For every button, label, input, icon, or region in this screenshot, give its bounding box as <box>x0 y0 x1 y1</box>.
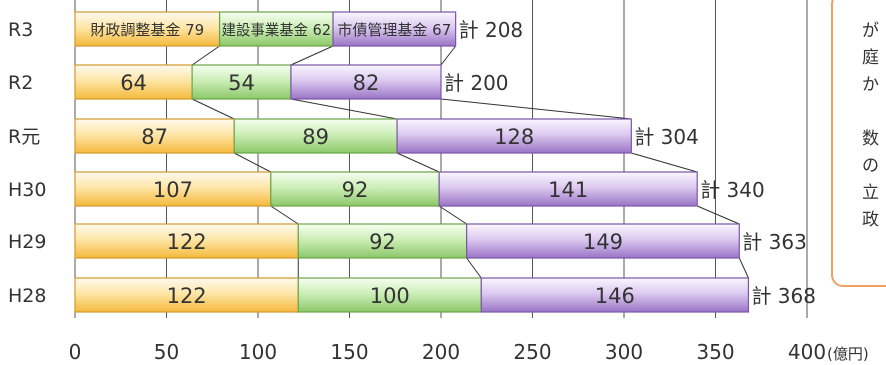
value-label: 122 <box>167 230 207 254</box>
x-tick-label: 350 <box>696 340 734 364</box>
connector-line <box>738 257 749 279</box>
total-label: 計 200 <box>444 71 509 95</box>
bars <box>74 11 750 313</box>
x-tick-label: 400 <box>788 340 826 364</box>
category-label: H28 <box>8 285 46 307</box>
value-label: 87 <box>141 125 168 149</box>
value-label: 100 <box>370 284 410 308</box>
grid-lines <box>74 0 808 318</box>
connector-line <box>466 257 482 279</box>
value-label: 54 <box>228 71 255 95</box>
x-tick-label: 0 <box>69 340 82 364</box>
bar-segment <box>466 223 740 259</box>
callout-box <box>831 0 886 287</box>
legend-label: 市債管理基金 67 <box>337 21 451 39</box>
bar-segment <box>480 277 750 313</box>
x-tick-label: 250 <box>513 340 551 364</box>
value-label: 64 <box>120 71 147 95</box>
value-label: 92 <box>342 178 369 202</box>
connector-line <box>270 205 299 225</box>
bar-segment <box>74 223 299 259</box>
connector-line <box>440 98 632 120</box>
connector-line <box>631 152 698 173</box>
x-tick-label: 100 <box>239 340 277 364</box>
bar-segment <box>74 64 193 100</box>
x-tick-label: 50 <box>154 340 179 364</box>
connector-line <box>396 152 440 173</box>
callout-text: が 庭 か 数 の 立 政 <box>862 21 879 230</box>
bar-segment <box>74 171 272 207</box>
connector-line <box>438 205 467 225</box>
category-label: H30 <box>8 179 46 201</box>
connector-line <box>191 98 235 120</box>
bar-segment <box>270 171 440 207</box>
category-label: R2 <box>8 72 33 94</box>
value-label: 146 <box>595 284 635 308</box>
labels: 0 50 100 150 200 250 300 350 400 (億円) R3 財政調整基金 79 建… <box>8 18 869 364</box>
total-label: 計 304 <box>634 125 699 149</box>
connector-lines <box>191 45 749 279</box>
bar-segment <box>297 277 482 313</box>
connector-line <box>191 45 220 66</box>
bar-segment <box>438 171 698 207</box>
value-label: 128 <box>494 125 534 149</box>
total-label: 計 368 <box>751 284 816 308</box>
value-label: 141 <box>548 178 588 202</box>
bar-segment <box>332 11 457 47</box>
bar-segment <box>74 118 235 154</box>
value-label: 122 <box>167 284 207 308</box>
connector-line <box>233 152 272 173</box>
category-label: R3 <box>8 19 33 41</box>
connector-line <box>440 45 457 66</box>
value-label: 149 <box>583 230 623 254</box>
value-label: 82 <box>353 71 380 95</box>
connector-line <box>697 205 740 225</box>
total-label: 計 363 <box>742 230 807 254</box>
value-label: 107 <box>153 178 193 202</box>
x-tick-label: 150 <box>330 340 368 364</box>
connector-line <box>290 98 398 120</box>
x-tick-label: 200 <box>422 340 460 364</box>
legend-label: 財政調整基金 79 <box>90 21 204 39</box>
bar-segment <box>290 64 442 100</box>
bar-segment <box>297 223 468 259</box>
total-label: 計 340 <box>700 178 765 202</box>
value-label: 89 <box>302 125 329 149</box>
legend-label: 建設事業基金 62 <box>222 21 331 39</box>
category-label: H29 <box>8 231 46 253</box>
bar-segment <box>218 11 334 47</box>
connector-line <box>290 45 334 66</box>
value-label: 92 <box>369 230 396 254</box>
bar-segment <box>74 277 299 313</box>
category-label: R元 <box>8 126 40 148</box>
x-unit-label: (億円) <box>827 345 869 363</box>
total-label: 計 208 <box>459 18 524 42</box>
bar-segment <box>233 118 398 154</box>
x-tick-label: 300 <box>605 340 643 364</box>
bar-segment <box>74 11 221 47</box>
bar-segment <box>396 118 632 154</box>
